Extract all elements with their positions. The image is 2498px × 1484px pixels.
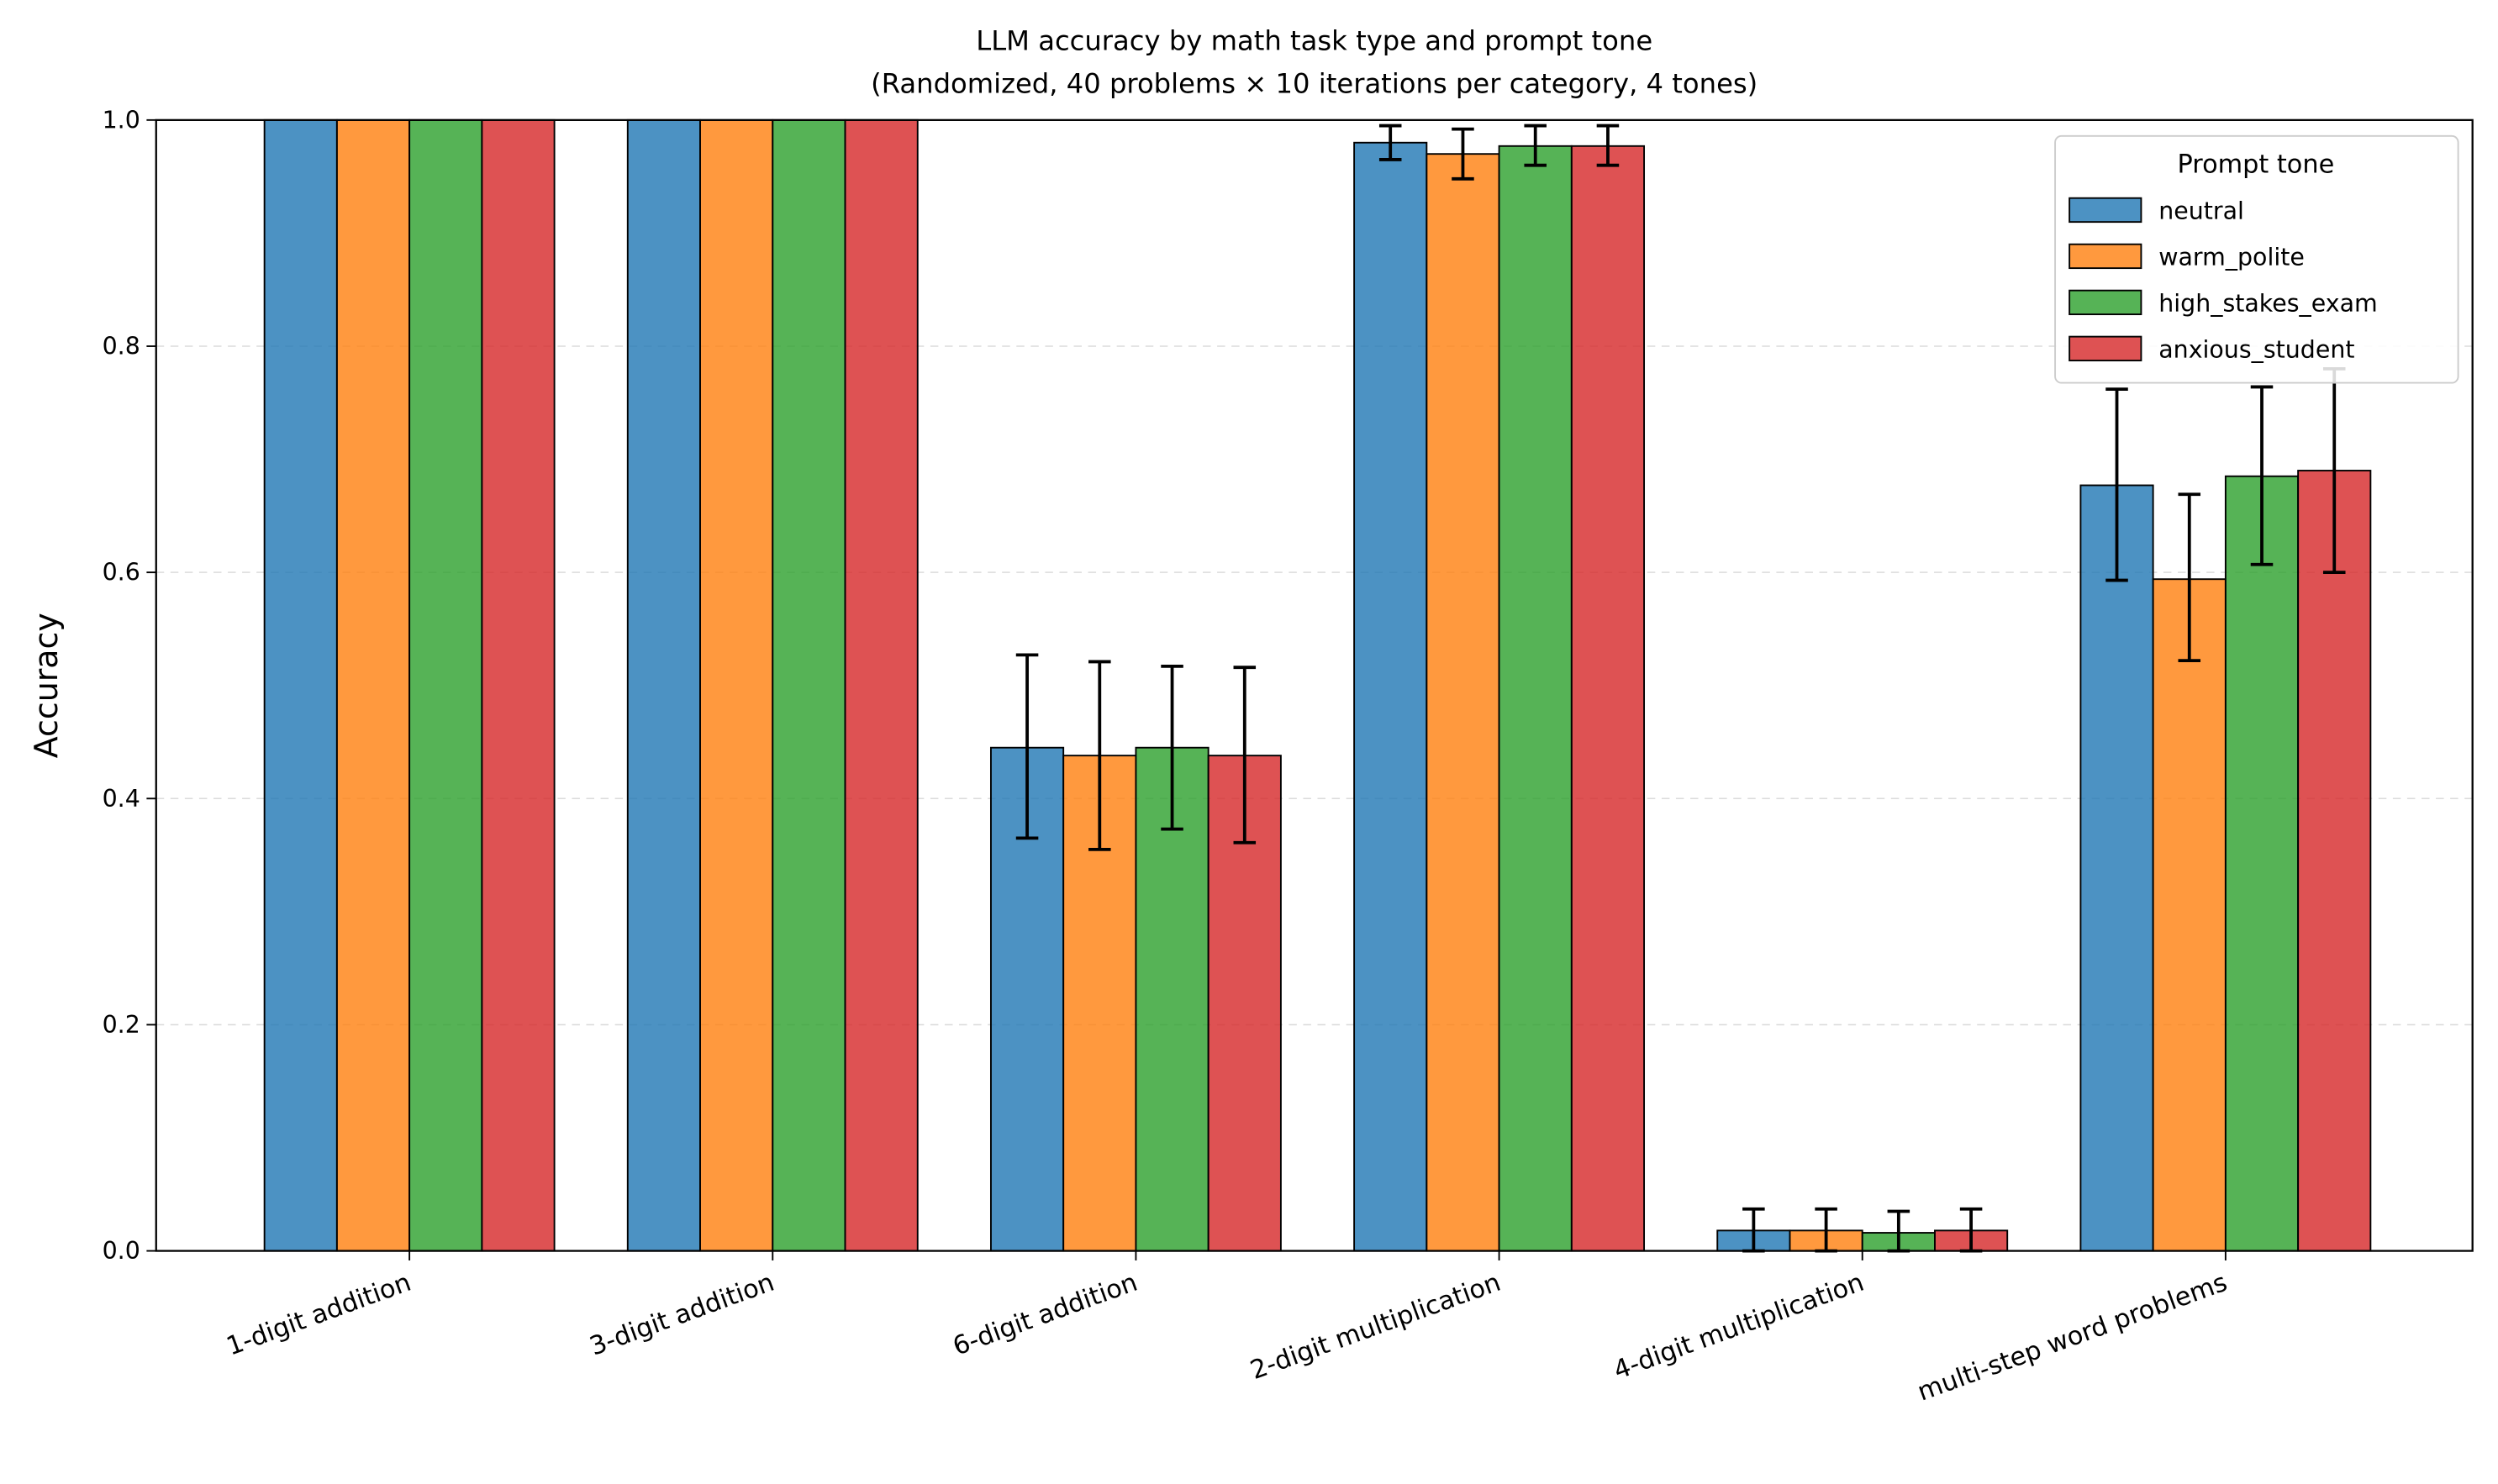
x-axis: 1-digit addition 3-digit addition 6-digit … <box>223 1250 2231 1408</box>
y-tick-label: 0.8 <box>103 332 140 360</box>
bar-anxious_student <box>481 118 556 1252</box>
x-tick-label: 3-digit addition <box>586 1268 778 1362</box>
bar-high_stakes_exam <box>2224 475 2300 1252</box>
bar-warm_polite <box>2152 578 2227 1252</box>
bar-anxious_student <box>844 118 919 1252</box>
legend-swatch-warm_polite <box>2068 243 2142 270</box>
x-tick-label: 6-digit addition <box>949 1268 1141 1362</box>
y-tick-label: 1.0 <box>103 106 140 134</box>
bar-neutral <box>1353 141 1428 1252</box>
bar-warm_polite <box>699 118 774 1252</box>
legend-label: warm_polite <box>2158 243 2305 271</box>
bars <box>263 118 2372 1252</box>
x-tick-label: 4-digit multiplication <box>1610 1268 1868 1386</box>
y-tick-label: 0.6 <box>103 559 140 587</box>
legend: Prompt tone neutral warm_polite high_stake… <box>2054 134 2459 384</box>
plot-frame <box>155 118 2474 1252</box>
bar-neutral <box>263 118 338 1252</box>
bar-high_stakes_exam <box>1498 145 1573 1252</box>
chart-title: LLM accuracy by math task type and promp… <box>976 24 1652 56</box>
bar-high_stakes_exam <box>772 118 846 1252</box>
bar-anxious_student <box>1570 145 1646 1252</box>
legend-label: anxious_student <box>2158 335 2354 363</box>
x-tick-label: multi-step word problems <box>1914 1268 2231 1408</box>
y-axis-label: Accuracy <box>28 613 65 758</box>
legend-swatch-anxious_student <box>2068 335 2142 361</box>
y-axis: 0.0 0.2 0.4 0.6 0.8 1.0 <box>103 106 156 1265</box>
chart-subtitle: (Randomized, 40 problems × 10 iterations… <box>871 68 1758 100</box>
y-tick-label: 0.0 <box>103 1237 140 1265</box>
bar-neutral <box>2079 484 2154 1252</box>
legend-label: neutral <box>2158 197 2244 224</box>
bar-warm_polite <box>335 118 411 1252</box>
error-bars <box>1015 124 2346 1253</box>
bar-neutral <box>626 118 701 1252</box>
legend-swatch-neutral <box>2068 197 2142 224</box>
y-tick-label: 0.4 <box>103 785 140 813</box>
bar-warm_polite <box>1426 153 1500 1252</box>
y-tick-label: 0.2 <box>103 1011 140 1039</box>
x-tick-label: 2-digit multiplication <box>1246 1268 1505 1386</box>
x-tick-label: 1-digit addition <box>223 1268 415 1362</box>
legend-label: high_stakes_exam <box>2158 289 2377 317</box>
legend-swatch-high_stakes_exam <box>2068 289 2142 316</box>
bar-high_stakes_exam <box>408 118 483 1252</box>
bar-anxious_student <box>2297 470 2372 1252</box>
legend-box <box>2054 134 2459 384</box>
legend-title: Prompt tone <box>2178 150 2335 179</box>
